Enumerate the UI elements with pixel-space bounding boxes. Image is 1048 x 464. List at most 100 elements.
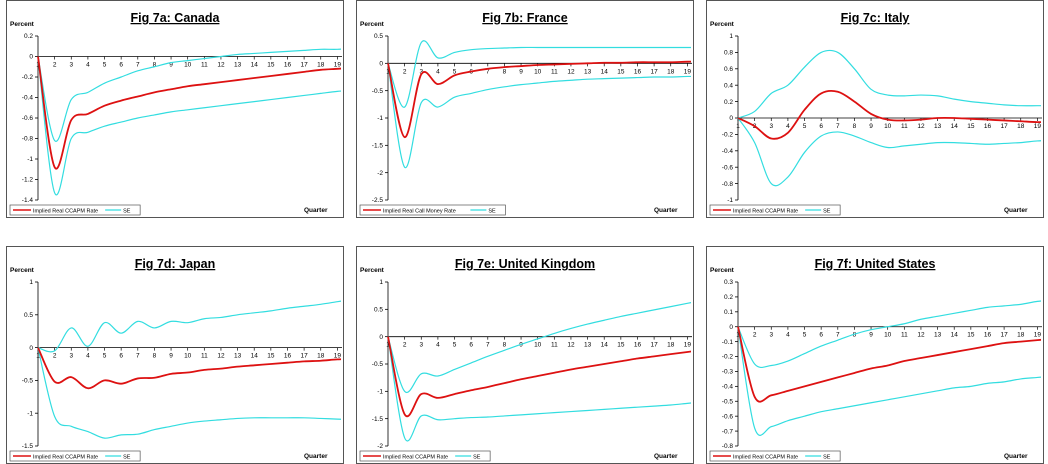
x-tick-label: 19: [334, 62, 342, 69]
x-tick-label: 15: [267, 353, 275, 360]
chart-panel-5: Fig 7e: United Kingdom Percent 1 0.5 0 -0.5 -1…: [356, 246, 694, 464]
y-tick-label: 0.2: [724, 99, 733, 106]
plot-lines: [387, 40, 691, 168]
y-tick-label: -1: [377, 389, 383, 396]
x-tick-label: 3: [769, 123, 773, 130]
y-tick-label: -1: [27, 410, 33, 417]
plot-lines: [737, 49, 1041, 187]
x-tick-label: 14: [951, 123, 959, 130]
x-tick-label: 1: [36, 62, 40, 69]
y-tick-label: 0.8: [724, 50, 733, 57]
plot-lines: [387, 301, 691, 442]
se-band-line: [387, 301, 691, 394]
y-tick-label: -0.8: [722, 181, 734, 188]
legend: Implied Real Call Money Rate SE: [359, 204, 506, 216]
x-tick-label: 17: [300, 62, 308, 69]
x-tick-label: 4: [436, 68, 440, 75]
legend-label-main: Implied Real Call Money Rate: [383, 208, 456, 214]
y-tick-label: -0.8: [722, 443, 734, 450]
y-axis-label: Percent: [710, 21, 735, 28]
x-tick-label: 12: [917, 123, 925, 130]
x-tick-label: 8: [853, 123, 857, 130]
y-tick-label: 0: [379, 61, 383, 68]
se-band-line: [37, 48, 341, 142]
x-tick-label: 4: [786, 332, 790, 339]
y-tick-label: -0.4: [722, 148, 734, 155]
x-tick-label: 7: [836, 332, 840, 339]
x-tick-label: 5: [453, 68, 457, 75]
x-tick-label: 2: [53, 62, 57, 69]
y-tick-label: -0.6: [722, 413, 734, 420]
y-tick-label: -0.5: [372, 88, 384, 95]
x-tick-label: 2: [53, 353, 57, 360]
x-tick-label: 8: [503, 342, 507, 349]
x-tick-label: 11: [551, 342, 558, 349]
se-band-line: [737, 117, 1041, 187]
x-tick-label: 6: [819, 123, 823, 130]
x-tick-label: 16: [634, 68, 642, 75]
se-band-line: [387, 40, 691, 108]
x-tick-label: 11: [201, 62, 208, 69]
x-tick-label: 16: [284, 353, 292, 360]
plot-lines: [37, 300, 341, 439]
x-tick-label: 15: [967, 332, 975, 339]
x-tick-label: 8: [853, 332, 857, 339]
x-tick-label: 9: [169, 62, 173, 69]
main-series-line: [737, 326, 1041, 403]
y-tick-label: 0: [729, 324, 733, 331]
x-tick-label: 18: [317, 353, 325, 360]
chart-title: Fig 7b: France: [482, 11, 567, 25]
y-axis-label: Percent: [360, 21, 385, 28]
y-tick-label: -1: [27, 156, 33, 163]
main-series-line: [387, 336, 691, 418]
x-tick-label: 17: [300, 353, 308, 360]
x-tick-label: 9: [169, 353, 173, 360]
x-tick-label: 5: [803, 332, 807, 339]
x-tick-label: 7: [836, 123, 840, 130]
x-tick-label: 19: [334, 353, 342, 360]
x-tick-label: 4: [86, 353, 90, 360]
legend-label-se: SE: [123, 454, 131, 460]
y-tick-label: 0: [29, 345, 33, 352]
x-tick-label: 10: [534, 342, 542, 349]
chart-frame: [356, 246, 694, 464]
y-tick-label: -0.6: [22, 115, 34, 122]
x-tick-label: 1: [736, 332, 740, 339]
x-tick-label: 9: [519, 342, 523, 349]
x-axis-label: Quarter: [304, 207, 328, 214]
se-band-line: [37, 347, 341, 439]
x-tick-label: 15: [967, 123, 975, 130]
x-tick-label: 14: [951, 332, 959, 339]
x-tick-label: 4: [436, 342, 440, 349]
legend-label-main: Implied Real CCAPM Rate: [733, 454, 798, 460]
y-tick-label: 0: [29, 54, 33, 61]
y-tick-label: -1.5: [372, 143, 384, 150]
legend-box: [359, 204, 506, 216]
y-tick-label: -0.5: [372, 361, 384, 368]
x-tick-label: 10: [884, 123, 892, 130]
x-tick-label: 18: [1017, 332, 1025, 339]
legend-label-se: SE: [473, 454, 481, 460]
y-tick-label: 0.2: [24, 33, 33, 40]
x-tick-label: 9: [869, 332, 873, 339]
legend: Implied Real CCAPM Rate SE: [9, 204, 141, 216]
x-tick-label: 6: [469, 342, 473, 349]
se-band-line: [387, 63, 691, 168]
y-tick-label: -1.5: [372, 416, 384, 423]
x-tick-label: 3: [769, 332, 773, 339]
x-tick-label: 9: [519, 68, 523, 75]
x-tick-label: 7: [136, 62, 140, 69]
x-tick-label: 12: [217, 62, 225, 69]
legend-box: [9, 204, 141, 216]
x-tick-label: 1: [736, 123, 740, 130]
x-tick-label: 12: [217, 353, 225, 360]
x-tick-label: 12: [917, 332, 925, 339]
legend-label-main: Implied Real CCAPM Rate: [33, 454, 98, 460]
y-tick-label: 0: [379, 334, 383, 341]
chart-frame: [6, 0, 344, 218]
y-tick-label: -0.3: [722, 369, 734, 376]
x-tick-label: 19: [684, 68, 692, 75]
x-tick-label: 6: [119, 62, 123, 69]
y-tick-label: -2.5: [372, 197, 384, 204]
